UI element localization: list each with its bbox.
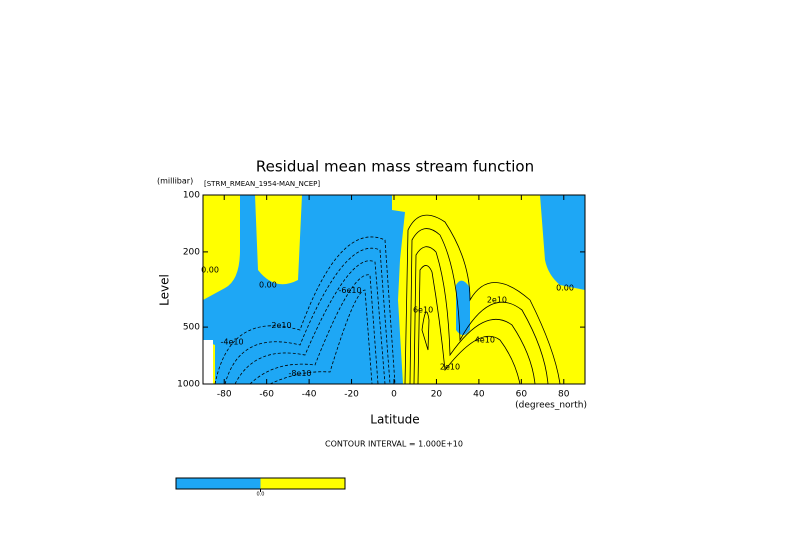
colorbar-label: 0.0 [257,492,265,498]
x-tick-label: -20 [344,390,359,400]
x-tick-label: 20 [431,390,443,400]
contour-label: 0.00 [259,281,277,290]
contour-label: -4e10 [221,338,244,347]
y-units: (millibar) [157,177,193,186]
contour-label: 0.00 [201,266,219,275]
negative-region [203,195,405,384]
negative-region [540,195,585,290]
y-tick-label: 100 [183,191,200,201]
chart-title: Residual mean mass stream function [256,158,534,176]
missing-region [203,340,213,384]
y-tick-label: 1000 [177,380,200,390]
contour-label: 0.00 [556,283,574,292]
colorbar-swatch [176,478,261,489]
contour-label: 4e10 [475,335,495,344]
contour-label: 2e10 [487,296,507,305]
subtitle: [STRM_RMEAN_1954-MAN_NCEP] [204,180,320,188]
y-tick-label: 200 [183,247,200,257]
x-tick-label: 40 [473,390,485,400]
y-axis-label: Level [158,274,172,306]
x-tick-label: 80 [558,390,570,400]
x-axis-label: Latitude [370,413,419,427]
contour-label: 6e10 [413,305,433,314]
x-tick-label: -60 [259,390,274,400]
contour-label: 2e10 [440,363,460,372]
contour-label: -6e10 [339,286,362,295]
x-tick-label: -40 [302,390,317,400]
annotation: CONTOUR INTERVAL = 1.000E+10 [325,440,463,449]
contour-lines [214,214,561,384]
y-tick-label: 500 [183,323,200,333]
colorbar-swatch [260,478,345,489]
contour-fill [203,195,585,384]
x-tick-label: 0 [391,390,397,400]
contour-label: -8e10 [288,369,311,378]
x-units: (degrees_north) [515,401,587,411]
x-tick-label: -80 [217,390,232,400]
x-tick-label: 60 [516,390,528,400]
contour-label: -2e10 [268,321,291,330]
